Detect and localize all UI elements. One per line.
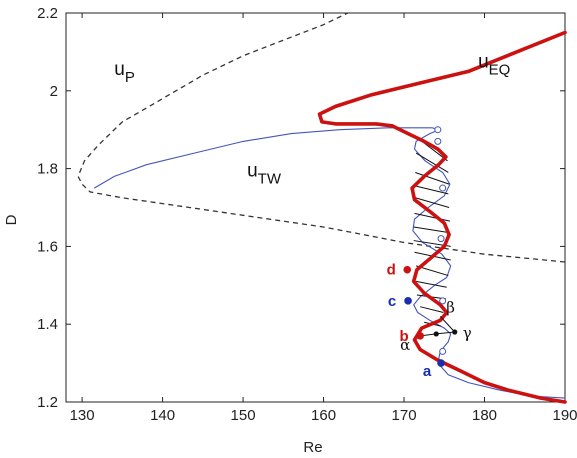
x-tick-label: 190: [552, 407, 577, 424]
y-tick-label: 1.4: [37, 316, 58, 333]
y-tick-label: 2: [50, 83, 58, 100]
curve-label-main: u: [114, 59, 125, 80]
point-b: [416, 332, 424, 340]
open-circle-marker: [434, 126, 442, 134]
greek-label: γ: [463, 324, 472, 342]
open-circle-marker: [439, 184, 447, 192]
y-tick-label: 2.2: [37, 5, 58, 22]
hatch-line: [415, 197, 450, 208]
branch-point: [452, 329, 458, 335]
greek-label: α: [400, 336, 410, 354]
x-tick-label: 170: [392, 407, 417, 424]
y-tick-label: 1.8: [37, 161, 58, 178]
x-tick-label: 130: [70, 407, 95, 424]
curve-label-main: u: [247, 160, 258, 181]
markers: [403, 126, 458, 367]
point-d: [403, 265, 412, 274]
axis-ticks: 130 140 150 160 170 180 190 1.2 1.4 1.6 1.8 2 2.2: [37, 5, 577, 424]
point-label-b: b: [400, 328, 409, 345]
curve-label-subscript: TW: [258, 170, 282, 187]
hatch-line: [420, 306, 444, 314]
y-axis-label: D: [3, 214, 20, 225]
hatch-line: [416, 280, 447, 288]
y-tick-label: 1.2: [37, 394, 58, 411]
curve-label-u-p: uP: [114, 59, 135, 86]
series-u-p: [77, 12, 566, 263]
series-u-eq: [317, 30, 567, 404]
y-tick-label: 1.6: [37, 238, 58, 255]
curve-label-u-eq: uEQ: [478, 51, 510, 78]
curve-label-subscript: P: [125, 69, 135, 86]
point-label-a: a: [423, 363, 432, 380]
point-c: [404, 297, 412, 305]
plot-border: [65, 12, 566, 403]
hatch-line: [415, 172, 450, 185]
curve-label-subscript: EQ: [489, 61, 511, 78]
x-tick-label: 150: [231, 407, 256, 424]
x-tick-label: 140: [150, 407, 175, 424]
greek-label: β: [446, 298, 455, 316]
hatch-line: [415, 185, 449, 195]
point-label-c: c: [388, 293, 396, 310]
hatch-line: [414, 212, 451, 222]
x-axis-label: Re: [303, 439, 322, 456]
branch-point: [433, 331, 439, 337]
hatch-line: [413, 226, 450, 234]
point-label-d: d: [387, 262, 396, 279]
point-a: [437, 359, 445, 367]
curve-label-main: u: [478, 51, 489, 72]
open-circle-marker: [439, 347, 447, 355]
series-branch: [420, 316, 456, 337]
x-tick-label: 180: [472, 407, 497, 424]
open-circle-marker: [434, 137, 442, 145]
open-circle-marker: [439, 297, 447, 305]
curve-label-u-tw: uTW: [247, 160, 282, 187]
open-circle-marker: [437, 235, 445, 243]
plot-frame: [65, 12, 566, 403]
series-u-tw: [93, 127, 566, 399]
hatch-line: [415, 152, 449, 173]
x-tick-label: 160: [311, 407, 336, 424]
